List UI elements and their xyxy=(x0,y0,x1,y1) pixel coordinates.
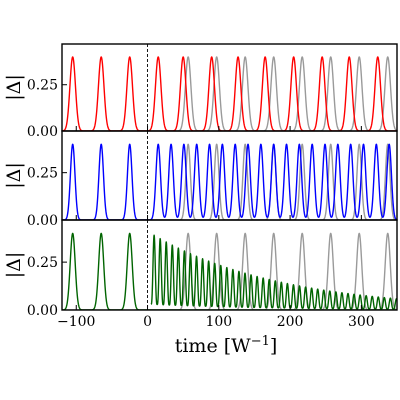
series-line-middle-1 xyxy=(62,143,397,220)
y-axis-label-bottom: |Δ| xyxy=(3,252,25,279)
series-line-top-0 xyxy=(62,56,397,131)
panel-top-series xyxy=(62,56,397,131)
y-axis-label-top: |Δ| xyxy=(3,74,25,101)
x-tick-label-2: 100 xyxy=(205,314,232,330)
y-tick-label-bottom-0: 0.00 xyxy=(27,303,58,319)
x-axis-label: time [W−1] xyxy=(175,334,278,357)
y-tick-label-bottom-1: 0.25 xyxy=(27,255,58,271)
panel-middle-series xyxy=(62,143,397,220)
x-tick-label-3: 200 xyxy=(277,314,304,330)
panel-middle: 0.00 0.25|Δ| xyxy=(3,130,398,229)
panel-top: 0.00 0.25|Δ| xyxy=(3,43,398,140)
y-tick-label-middle-0: 0.00 xyxy=(27,213,58,229)
panel-bottom: 0.00 0.25 −100 0 100 200 300 |Δ| xyxy=(3,219,398,330)
x-tick-label-0: −100 xyxy=(57,314,95,330)
series-line-top-1 xyxy=(62,56,397,131)
series-line-bottom-2 xyxy=(150,234,397,310)
y-tick-label-top-0: 0.00 xyxy=(27,124,58,140)
panel-frame-bottom xyxy=(61,219,398,311)
y-tick-label-middle-1: 0.25 xyxy=(27,166,58,182)
y-tick-label-top-1: 0.25 xyxy=(27,78,58,94)
chart-panels: 0.000.25|Δ|0.000.25|Δ|0.000.25−100 0 100 20… xyxy=(3,43,398,330)
panel-bottom-series xyxy=(62,232,397,310)
x-tick-label-1: 0 xyxy=(143,314,152,330)
y-axis-label-middle: |Δ| xyxy=(3,162,25,189)
x-tick-label-4: 300 xyxy=(348,314,375,330)
